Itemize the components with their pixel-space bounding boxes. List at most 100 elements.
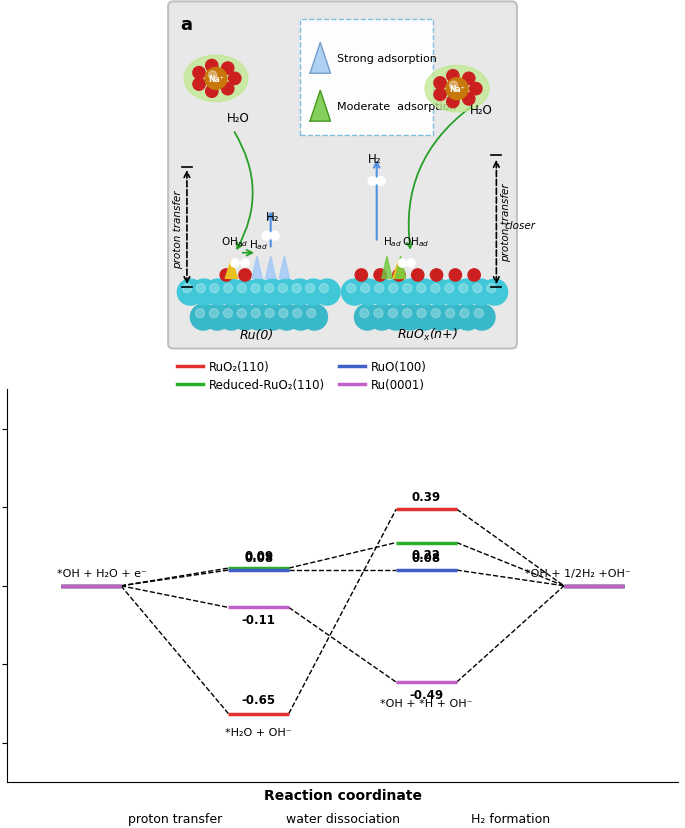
FancyBboxPatch shape [168, 2, 517, 349]
Text: H$_{ad}$: H$_{ad}$ [249, 238, 269, 252]
Text: -0.49: -0.49 [410, 688, 443, 701]
Circle shape [434, 89, 446, 101]
Circle shape [384, 280, 410, 306]
Text: 0.08: 0.08 [244, 551, 273, 565]
Circle shape [356, 280, 382, 306]
Circle shape [206, 60, 218, 73]
Circle shape [412, 280, 438, 306]
Circle shape [445, 284, 454, 293]
Circle shape [230, 259, 239, 268]
Polygon shape [266, 257, 276, 279]
Circle shape [301, 280, 327, 306]
Circle shape [440, 305, 466, 330]
Polygon shape [395, 257, 406, 279]
Circle shape [462, 73, 475, 85]
Circle shape [403, 284, 412, 293]
Circle shape [205, 69, 227, 90]
Circle shape [196, 284, 206, 293]
Circle shape [393, 269, 405, 282]
Text: a: a [180, 16, 192, 34]
Circle shape [369, 280, 395, 306]
Text: H₂O: H₂O [227, 112, 249, 125]
Text: Moderate  adsorption: Moderate adsorption [338, 102, 457, 112]
Circle shape [482, 280, 508, 306]
Circle shape [232, 305, 258, 330]
Circle shape [416, 284, 426, 293]
Text: 0.08: 0.08 [412, 551, 441, 565]
Polygon shape [310, 91, 331, 122]
Circle shape [287, 280, 313, 306]
Polygon shape [252, 257, 262, 279]
Circle shape [237, 309, 247, 318]
Text: 0.22: 0.22 [412, 549, 441, 561]
Text: H₂: H₂ [369, 153, 382, 166]
Circle shape [469, 305, 495, 330]
Circle shape [264, 284, 274, 293]
Circle shape [288, 305, 314, 330]
Text: *OH + H₂O + e⁻: *OH + H₂O + e⁻ [57, 568, 147, 578]
Circle shape [447, 96, 459, 108]
Circle shape [205, 280, 231, 306]
Text: RuO$_x$(n+): RuO$_x$(n+) [397, 326, 458, 342]
Circle shape [355, 269, 367, 282]
Text: proton transfer: proton transfer [127, 812, 222, 825]
Circle shape [468, 280, 494, 306]
Circle shape [232, 280, 258, 306]
Circle shape [219, 280, 245, 306]
Circle shape [374, 309, 383, 318]
Text: OH$_{ad}$: OH$_{ad}$ [402, 235, 429, 248]
Circle shape [262, 232, 271, 241]
Circle shape [406, 259, 415, 268]
Circle shape [468, 269, 480, 282]
Circle shape [210, 284, 219, 293]
Text: H₂O: H₂O [470, 104, 493, 117]
Circle shape [474, 309, 484, 318]
Circle shape [260, 305, 286, 330]
Circle shape [431, 284, 440, 293]
Text: proton transfer: proton transfer [501, 184, 511, 262]
Circle shape [412, 305, 438, 330]
Text: -0.65: -0.65 [242, 693, 275, 706]
Circle shape [251, 309, 260, 318]
Circle shape [193, 79, 206, 91]
Circle shape [307, 309, 316, 318]
Legend: RuO₂(110), Reduced-RuO₂(110), RuO(100), Ru(0001): RuO₂(110), Reduced-RuO₂(110), RuO(100), … [173, 356, 432, 397]
Circle shape [455, 305, 481, 330]
Text: Na⁺: Na⁺ [449, 85, 465, 94]
Text: Ru(0): Ru(0) [240, 328, 274, 341]
Circle shape [274, 305, 299, 330]
Circle shape [319, 284, 328, 293]
Circle shape [237, 284, 247, 293]
Polygon shape [279, 257, 290, 279]
Circle shape [273, 280, 299, 306]
Circle shape [208, 72, 216, 80]
Circle shape [449, 269, 462, 282]
Circle shape [447, 70, 459, 83]
Circle shape [462, 94, 475, 106]
Circle shape [206, 86, 218, 99]
Circle shape [403, 309, 412, 318]
Circle shape [223, 309, 232, 318]
Circle shape [246, 305, 272, 330]
Circle shape [453, 280, 480, 306]
Ellipse shape [184, 56, 248, 103]
Circle shape [434, 78, 446, 90]
Circle shape [292, 284, 301, 293]
Circle shape [220, 269, 232, 282]
Polygon shape [393, 260, 405, 279]
Ellipse shape [425, 66, 489, 113]
Circle shape [191, 280, 217, 306]
Circle shape [221, 84, 234, 96]
Circle shape [430, 269, 443, 282]
Circle shape [369, 305, 395, 330]
Circle shape [265, 309, 274, 318]
Circle shape [376, 177, 386, 186]
Circle shape [223, 284, 233, 293]
Circle shape [292, 309, 302, 318]
Circle shape [445, 309, 455, 318]
Circle shape [347, 284, 356, 293]
Circle shape [342, 280, 367, 306]
Circle shape [426, 305, 452, 330]
FancyBboxPatch shape [300, 20, 433, 136]
Circle shape [193, 67, 206, 79]
